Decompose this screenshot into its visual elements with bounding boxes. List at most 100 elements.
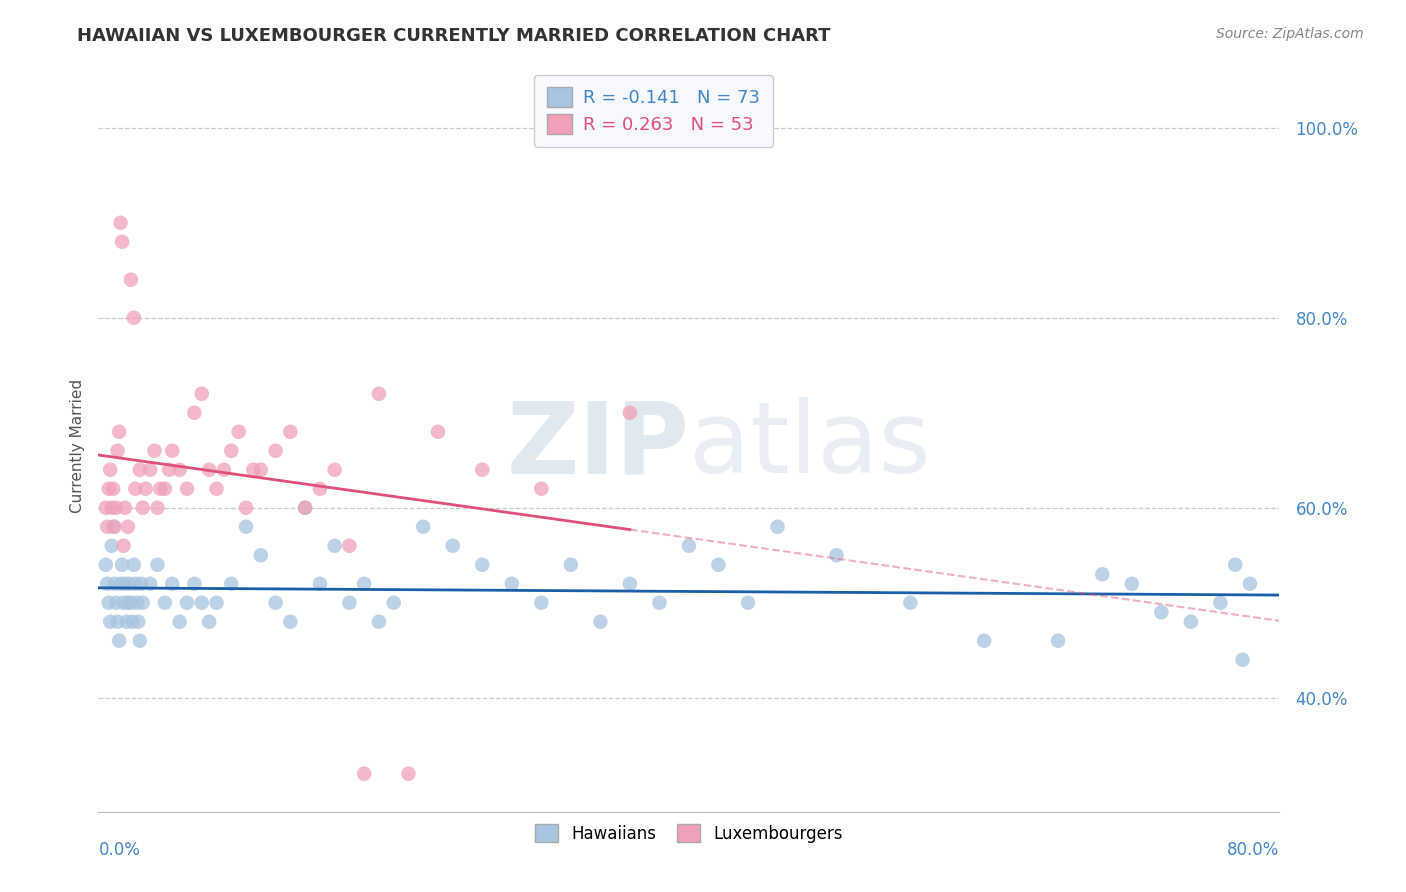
Point — [973, 633, 995, 648]
Point — [242, 463, 264, 477]
Point — [111, 558, 134, 572]
Point — [124, 482, 146, 496]
Point — [111, 235, 134, 249]
Point — [103, 520, 125, 534]
Point — [117, 596, 139, 610]
Point — [1046, 633, 1070, 648]
Point — [169, 463, 191, 477]
Point — [98, 615, 121, 629]
Point — [280, 615, 302, 629]
Point — [294, 500, 316, 515]
Point — [104, 520, 127, 534]
Point — [205, 482, 228, 496]
Point — [309, 482, 332, 496]
Point — [108, 425, 131, 439]
Point — [1239, 576, 1261, 591]
Point — [323, 463, 346, 477]
Point — [382, 596, 405, 610]
Point — [122, 558, 145, 572]
Point — [108, 633, 131, 648]
Point — [143, 443, 166, 458]
Point — [176, 482, 198, 496]
Point — [339, 539, 361, 553]
Point — [100, 539, 122, 553]
Point — [129, 576, 152, 591]
Point — [441, 539, 464, 553]
Point — [323, 539, 346, 553]
Point — [98, 463, 121, 477]
Point — [368, 615, 391, 629]
Text: HAWAIIAN VS LUXEMBOURGER CURRENTLY MARRIED CORRELATION CHART: HAWAIIAN VS LUXEMBOURGER CURRENTLY MARRI… — [77, 27, 831, 45]
Point — [132, 596, 155, 610]
Point — [648, 596, 671, 610]
Point — [125, 596, 148, 610]
Point — [118, 576, 141, 591]
Point — [110, 576, 132, 591]
Point — [264, 596, 287, 610]
Point — [501, 576, 523, 591]
Point — [250, 548, 273, 562]
Point — [120, 273, 142, 287]
Point — [103, 482, 125, 496]
Point — [107, 443, 129, 458]
Point — [122, 310, 145, 325]
Point — [117, 520, 139, 534]
Point — [110, 216, 132, 230]
Point — [96, 520, 118, 534]
Point — [162, 443, 183, 458]
Point — [153, 596, 176, 610]
Point — [132, 500, 155, 515]
Legend: Hawaiians, Luxembourgers: Hawaiians, Luxembourgers — [523, 813, 855, 855]
Point — [471, 558, 494, 572]
Point — [212, 463, 235, 477]
Point — [146, 500, 169, 515]
Text: 0.0%: 0.0% — [98, 841, 141, 859]
Point — [114, 576, 136, 591]
Point — [183, 576, 205, 591]
Point — [1180, 615, 1202, 629]
Point — [96, 576, 118, 591]
Point — [191, 596, 214, 610]
Point — [1121, 576, 1143, 591]
Point — [191, 386, 214, 401]
Point — [128, 633, 150, 648]
Point — [619, 406, 641, 420]
Point — [1091, 567, 1114, 582]
Point — [105, 596, 128, 610]
Point — [124, 576, 146, 591]
Point — [412, 520, 434, 534]
Point — [368, 386, 391, 401]
Point — [560, 558, 582, 572]
Point — [235, 500, 257, 515]
Point — [900, 596, 922, 610]
Point — [97, 482, 120, 496]
Point — [427, 425, 450, 439]
Point — [139, 576, 162, 591]
Point — [339, 596, 361, 610]
Point — [707, 558, 730, 572]
Point — [294, 500, 316, 515]
Point — [766, 520, 789, 534]
Point — [280, 425, 302, 439]
Point — [115, 615, 138, 629]
Point — [825, 548, 848, 562]
Point — [198, 463, 221, 477]
Point — [221, 576, 243, 591]
Point — [737, 596, 759, 610]
Point — [250, 463, 273, 477]
Point — [107, 615, 129, 629]
Point — [205, 596, 228, 610]
Point — [198, 615, 221, 629]
Point — [619, 576, 641, 591]
Point — [94, 558, 117, 572]
Point — [530, 596, 553, 610]
Point — [169, 615, 191, 629]
Point — [398, 766, 420, 780]
Point — [94, 500, 117, 515]
Point — [1225, 558, 1247, 572]
Point — [235, 520, 257, 534]
Text: Source: ZipAtlas.com: Source: ZipAtlas.com — [1216, 27, 1364, 41]
Point — [530, 482, 553, 496]
Point — [127, 615, 149, 629]
Y-axis label: Currently Married: Currently Married — [69, 379, 84, 513]
